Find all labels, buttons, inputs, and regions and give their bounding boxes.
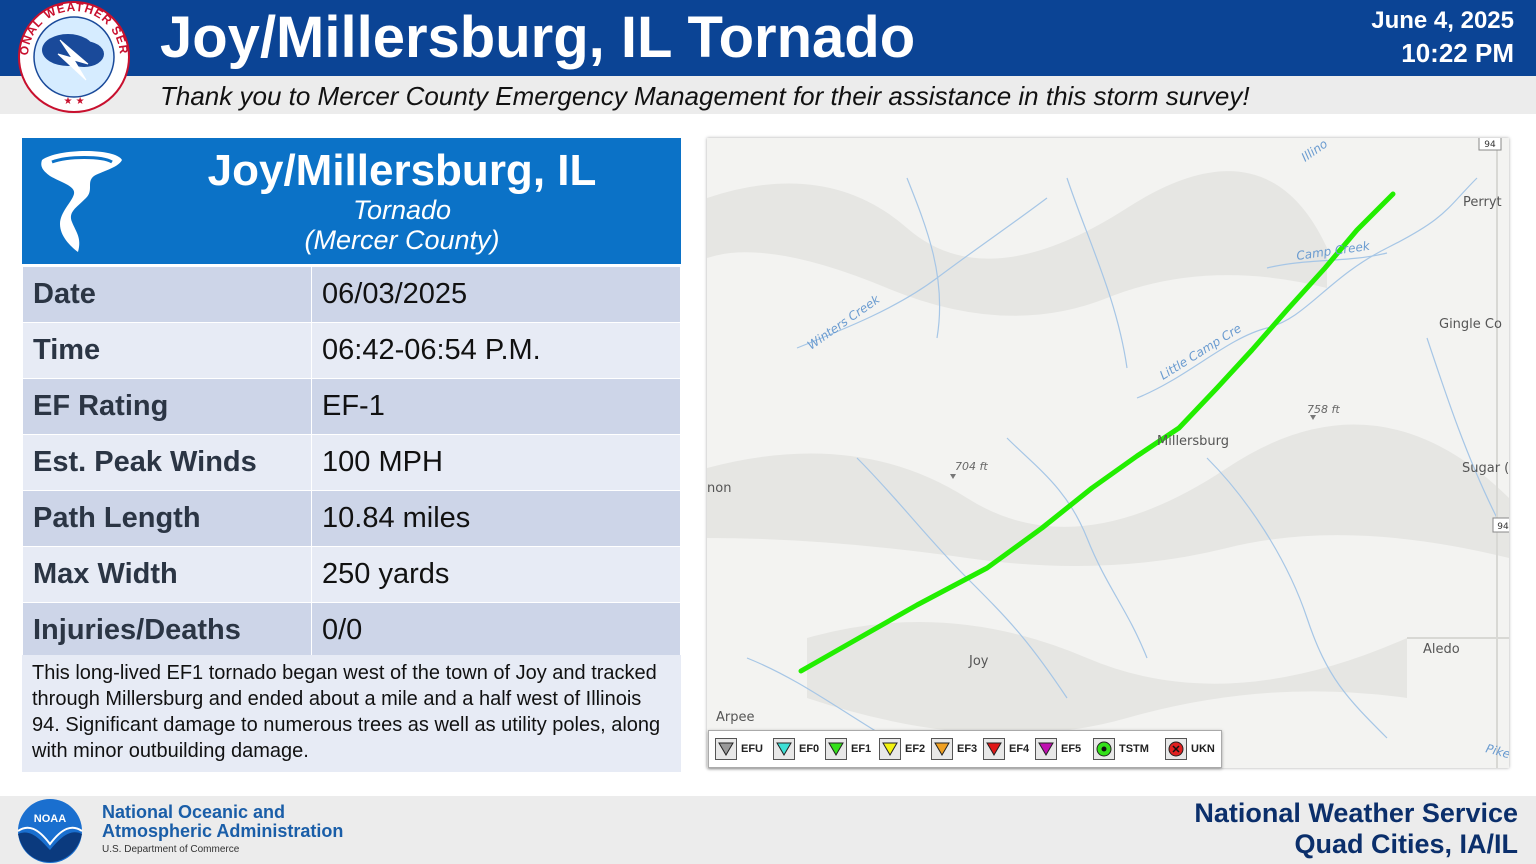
table-row: Est. Peak Winds 100 MPH [22, 434, 681, 491]
header-time: 10:22 PM [1401, 38, 1514, 68]
row-label-injuries: Injuries/Deaths [22, 602, 312, 659]
triangle-down-icon [773, 738, 795, 760]
row-value-date: 06/03/2025 [311, 266, 681, 323]
map-label-pike: Pike [1484, 741, 1509, 761]
header-bar [0, 0, 1536, 76]
row-value-ef-rating: EF-1 [311, 378, 681, 435]
circle-x-icon [1165, 738, 1187, 760]
map-label-millersburg: Millersburg [1157, 434, 1229, 449]
event-county: (Mercer County) [304, 225, 500, 255]
row-value-time: 06:42-06:54 P.M. [311, 322, 681, 379]
peak-marker [1310, 415, 1316, 420]
peak-marker [950, 474, 956, 479]
footer-bar [0, 796, 1536, 864]
highway-shield-icon: 94 [1492, 517, 1509, 533]
legend-item-ef5: EF5 [1035, 738, 1081, 760]
noaa-logo-icon: NOAA [17, 799, 83, 863]
event-type: Tornado [352, 195, 452, 225]
roads [1407, 138, 1509, 768]
svg-text:94: 94 [1484, 140, 1496, 150]
svg-text:94: 94 [1497, 522, 1509, 532]
map-legend: EFU EF0 EF1 EF2 EF3 EF4 EF5 [708, 730, 1222, 768]
triangle-down-icon [715, 738, 737, 760]
track-map[interactable]: Perryt Gingle Co Sugar ( Aledo Joy Arpee… [707, 138, 1509, 768]
row-label-peak-winds: Est. Peak Winds [22, 434, 312, 491]
event-description: This long-lived EF1 tornado began west o… [22, 655, 681, 772]
table-row: Max Width 250 yards [22, 546, 681, 603]
triangle-down-icon [1035, 738, 1057, 760]
circle-dot-icon [1093, 738, 1115, 760]
header-date: June 4, 2025 [1371, 7, 1514, 34]
row-value-path-length: 10.84 miles [311, 490, 681, 547]
legend-item-ukn: UKN [1165, 738, 1215, 760]
table-row: Date 06/03/2025 [22, 266, 681, 323]
event-details-table: Date 06/03/2025 Time 06:42-06:54 P.M. EF… [22, 266, 681, 659]
footer-office: Quad Cities, IA/IL [1294, 829, 1518, 859]
row-label-path-length: Path Length [22, 490, 312, 547]
nws-logo-icon: NATIONAL WEATHER SERVICE ★ ★ [10, 0, 130, 113]
row-label-time: Time [22, 322, 312, 379]
map-label-gingle: Gingle Co [1439, 317, 1502, 332]
row-label-max-width: Max Width [22, 546, 312, 603]
svg-text:★ ★: ★ ★ [63, 96, 84, 107]
map-label-arpee: Arpee [716, 710, 755, 725]
map-label-left-edge: non [707, 481, 731, 496]
map-elevation-758: 758 ft [1307, 403, 1340, 416]
row-value-max-width: 250 yards [311, 546, 681, 603]
table-row: Time 06:42-06:54 P.M. [22, 322, 681, 379]
noaa-department: U.S. Department of Commerce [102, 844, 240, 855]
subtitle-bar [0, 76, 1536, 114]
triangle-down-icon [825, 738, 847, 760]
row-label-ef-rating: EF Rating [22, 378, 312, 435]
noaa-name-line1: National Oceanic and [102, 802, 286, 822]
legend-item-ef4: EF4 [983, 738, 1029, 760]
svg-text:NOAA: NOAA [34, 813, 66, 825]
legend-item-efu: EFU [715, 738, 763, 760]
legend-item-tstm: TSTM [1093, 738, 1149, 760]
map-label-perryton: Perryt [1463, 195, 1502, 210]
triangle-down-icon [879, 738, 901, 760]
event-card-header: Joy/Millersburg, IL Tornado (Mercer Coun… [22, 138, 681, 264]
table-row: Injuries/Deaths 0/0 [22, 602, 681, 659]
map-label-joy: Joy [968, 654, 989, 669]
triangle-down-icon [983, 738, 1005, 760]
triangle-down-icon [931, 738, 953, 760]
highway-shield-icon: 94 [1478, 138, 1502, 151]
table-row: EF Rating EF-1 [22, 378, 681, 435]
legend-item-ef2: EF2 [879, 738, 925, 760]
legend-item-ef1: EF1 [825, 738, 871, 760]
map-label-aledo: Aledo [1423, 642, 1460, 657]
map-label-sugar: Sugar ( [1462, 461, 1509, 476]
page-title: Joy/Millersburg, IL Tornado [160, 5, 916, 70]
thanks-text: Thank you to Mercer County Emergency Man… [160, 81, 1250, 111]
footer-agency: National Weather Service [1194, 798, 1518, 828]
legend-item-ef0: EF0 [773, 738, 819, 760]
row-label-date: Date [22, 266, 312, 323]
row-value-injuries: 0/0 [311, 602, 681, 659]
event-title: Joy/Millersburg, IL [207, 146, 597, 195]
noaa-name-line2: Atmospheric Administration [102, 821, 344, 841]
table-row: Path Length 10.84 miles [22, 490, 681, 547]
row-value-peak-winds: 100 MPH [311, 434, 681, 491]
tornado-track [798, 191, 1396, 674]
legend-item-ef3: EF3 [931, 738, 977, 760]
map-elevation-704: 704 ft [955, 460, 988, 473]
terrain-shading [707, 171, 1509, 734]
tornado-icon [41, 151, 122, 252]
